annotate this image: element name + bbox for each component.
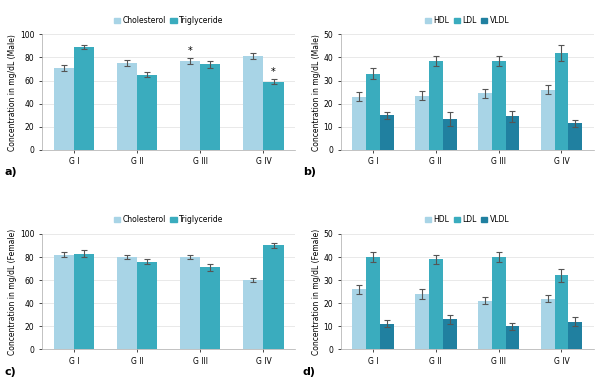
Legend: HDL, LDL, VLDL: HDL, LDL, VLDL bbox=[422, 212, 512, 227]
Bar bbox=[380, 115, 394, 150]
Text: b): b) bbox=[303, 167, 316, 177]
Y-axis label: Concentration in mg/dL (Female): Concentration in mg/dL (Female) bbox=[8, 229, 17, 355]
Y-axis label: Concentration in mg/dL (Male): Concentration in mg/dL (Male) bbox=[8, 34, 17, 151]
Text: c): c) bbox=[4, 367, 16, 377]
Bar bbox=[554, 275, 568, 349]
Legend: Cholesterol, Triglyceride: Cholesterol, Triglyceride bbox=[111, 13, 226, 28]
Bar bbox=[506, 326, 520, 349]
Bar bbox=[200, 64, 220, 150]
Text: a): a) bbox=[4, 167, 17, 177]
Text: *: * bbox=[271, 67, 276, 77]
Bar bbox=[506, 116, 520, 150]
Bar bbox=[541, 90, 554, 150]
Bar bbox=[478, 93, 492, 150]
Text: d): d) bbox=[303, 367, 316, 377]
Bar bbox=[243, 280, 264, 349]
Bar bbox=[554, 53, 568, 150]
Bar bbox=[478, 301, 492, 349]
Bar bbox=[492, 61, 506, 150]
Bar bbox=[137, 75, 157, 150]
Bar bbox=[117, 63, 137, 150]
Bar bbox=[352, 289, 366, 349]
Bar bbox=[568, 322, 582, 349]
Bar bbox=[492, 257, 506, 349]
Bar bbox=[180, 257, 200, 349]
Y-axis label: Concentration in mg/dL (Female): Concentration in mg/dL (Female) bbox=[312, 229, 321, 355]
Bar bbox=[380, 324, 394, 349]
Bar bbox=[200, 267, 220, 349]
Bar bbox=[264, 82, 284, 150]
Text: *: * bbox=[188, 46, 193, 56]
Bar bbox=[541, 298, 554, 349]
Bar bbox=[264, 246, 284, 349]
Bar bbox=[366, 257, 380, 349]
Bar bbox=[137, 262, 157, 349]
Bar bbox=[180, 61, 200, 150]
Bar bbox=[429, 61, 442, 150]
Bar bbox=[366, 74, 380, 150]
Legend: Cholesterol, Triglyceride: Cholesterol, Triglyceride bbox=[111, 212, 226, 227]
Bar bbox=[74, 47, 94, 150]
Bar bbox=[442, 119, 456, 150]
Bar bbox=[243, 56, 264, 150]
Y-axis label: Concentration in mg/dL (Male): Concentration in mg/dL (Male) bbox=[312, 34, 321, 151]
Bar bbox=[352, 97, 366, 150]
Bar bbox=[415, 95, 429, 150]
Bar bbox=[54, 68, 74, 150]
Bar bbox=[74, 253, 94, 349]
Bar bbox=[429, 259, 442, 349]
Bar bbox=[568, 123, 582, 150]
Bar bbox=[54, 255, 74, 349]
Bar bbox=[415, 294, 429, 349]
Bar bbox=[117, 257, 137, 349]
Legend: HDL, LDL, VLDL: HDL, LDL, VLDL bbox=[422, 13, 512, 28]
Bar bbox=[442, 319, 456, 349]
